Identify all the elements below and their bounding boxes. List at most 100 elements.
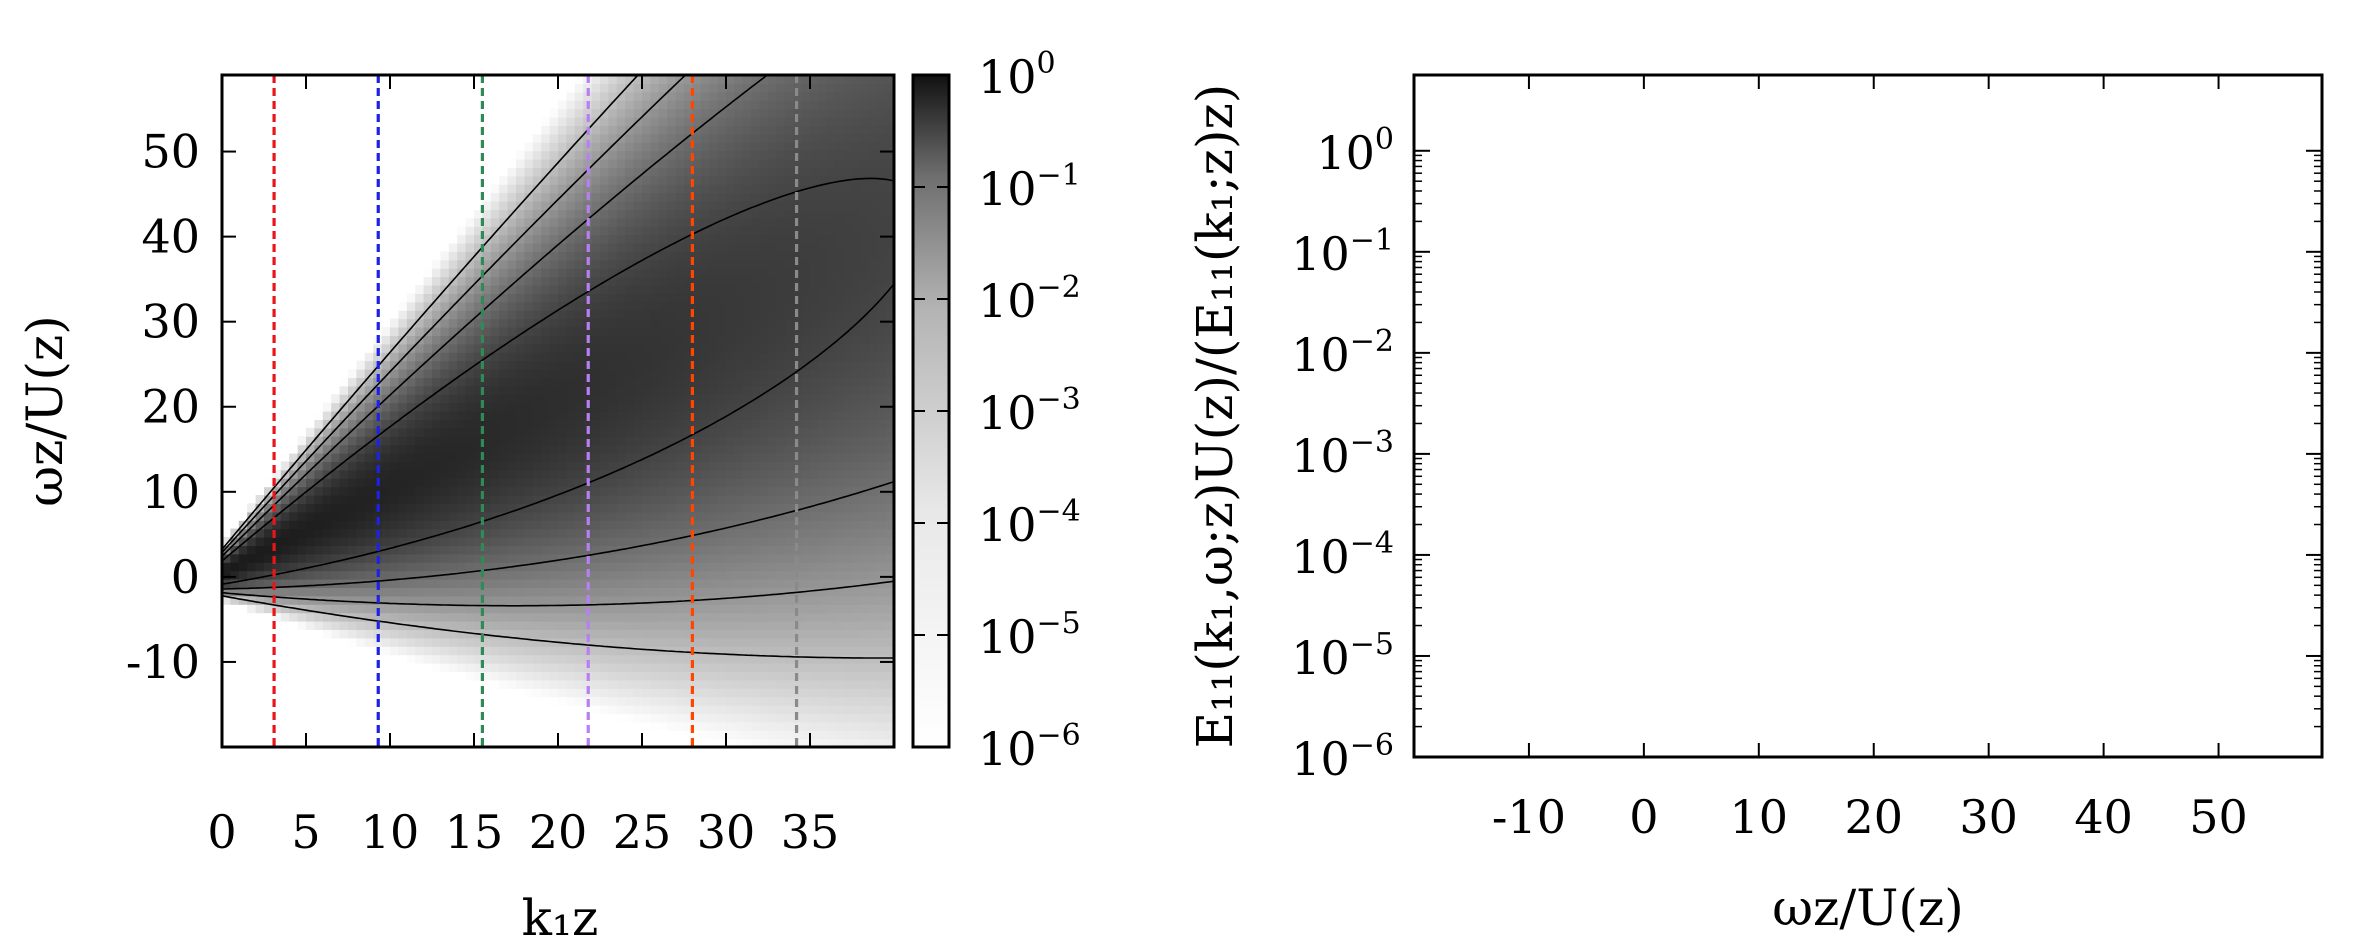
heatmap-cell (616, 318, 626, 328)
heatmap-cell (432, 478, 441, 488)
heatmap-cell (759, 167, 769, 177)
heatmap-cell (415, 285, 425, 294)
heatmap-cell (726, 268, 735, 278)
heatmap-cell (852, 419, 861, 429)
heatmap-cell (843, 461, 853, 471)
heatmap-cell (835, 142, 845, 152)
heatmap-cell (474, 461, 483, 471)
heatmap-cell (667, 663, 677, 672)
heatmap-cell (726, 293, 735, 303)
heatmap-cell (684, 520, 693, 530)
heatmap-cell (835, 293, 845, 303)
heatmap-cell (549, 276, 559, 286)
heatmap-cell (558, 545, 567, 555)
heatmap-cell (272, 562, 282, 572)
heatmap-cell (885, 436, 894, 446)
heatmap-cell (759, 579, 769, 588)
heatmap-cell (616, 83, 626, 93)
heatmap-cell (868, 511, 878, 521)
heatmap-cell (516, 671, 525, 681)
heatmap-cell (860, 192, 870, 202)
heatmap-cell (432, 511, 441, 521)
heatmap-cell (625, 579, 635, 588)
heatmap-cell (516, 495, 525, 504)
heatmap-cell (776, 133, 786, 143)
heatmap-cell (482, 285, 492, 294)
heatmap-cell (600, 394, 609, 404)
heatmap-cell (322, 612, 332, 622)
heatmap-cell (860, 646, 870, 656)
heatmap-cell (826, 427, 836, 437)
heatmap-cell (692, 318, 702, 328)
heatmap-cell (574, 587, 584, 597)
heatmap-cell (432, 369, 441, 378)
heatmap-cell (314, 444, 324, 454)
heatmap-cell (768, 75, 777, 84)
heatmap-cell (306, 520, 315, 530)
heatmap-cell (474, 663, 483, 672)
heatmap-cell (885, 108, 894, 118)
colorbar-label: 100 (978, 46, 1056, 104)
heatmap-cell (490, 629, 500, 639)
heatmap-cell (852, 377, 861, 387)
heatmap-cell (877, 301, 887, 311)
heatmap-cell (642, 100, 651, 110)
heatmap-cell (776, 604, 786, 614)
heatmap-x-axis-label: k₁z (522, 889, 599, 944)
heatmap-cell (633, 226, 643, 236)
heatmap-cell (877, 553, 887, 563)
heatmap-cell (650, 671, 660, 681)
heatmap-cell (835, 679, 845, 689)
heatmap-cell (549, 217, 559, 227)
heatmap-cell (818, 419, 828, 429)
heatmap-cell (684, 671, 693, 681)
heatmap-cell (642, 369, 651, 378)
heatmap-cell (742, 427, 752, 437)
colorbar-label-base: 10 (978, 498, 1037, 552)
heatmap-cell (768, 259, 777, 269)
heatmap-cell (709, 621, 719, 630)
heatmap-cell (457, 587, 467, 597)
heatmap-cell (852, 671, 861, 681)
heatmap-cell (826, 394, 836, 404)
heatmap-cell (272, 545, 282, 555)
heatmap-cell (801, 167, 811, 177)
heatmap-cell (482, 192, 492, 202)
heatmap-cell (549, 117, 559, 126)
heatmap-cell (835, 427, 845, 437)
heatmap-cell (885, 385, 894, 395)
heatmap-cell (742, 679, 752, 689)
heatmap-cell (574, 175, 584, 185)
heatmap-cell (717, 91, 727, 101)
heatmap-cell (474, 360, 483, 370)
heatmap-cell (381, 444, 391, 454)
heatmap-cell (776, 159, 786, 168)
heatmap-cell (835, 343, 845, 353)
heatmap-cell (364, 436, 374, 446)
heatmap-cell (860, 520, 870, 530)
heatmap-cell (868, 268, 878, 278)
heatmap-cell (784, 730, 794, 740)
heatmap-cell (650, 259, 660, 269)
heatmap-cell (574, 562, 584, 572)
heatmap-cell (860, 360, 870, 370)
heatmap-cell (768, 243, 777, 252)
heatmap-cell (532, 621, 542, 630)
heatmap-cell (709, 327, 719, 336)
heatmap-cell (566, 579, 576, 588)
heatmap-cell (591, 679, 601, 689)
heatmap-cell (482, 444, 492, 454)
heatmap-cell (826, 75, 836, 84)
heatmap-cell (625, 671, 635, 681)
heatmap-cell (616, 621, 626, 630)
heatmap-cell (558, 562, 567, 572)
heatmap-cell (642, 679, 651, 689)
heatmap-cell (751, 713, 761, 723)
heatmap-cell (726, 679, 735, 689)
heatmap-cell (751, 226, 761, 236)
heatmap-cell (852, 545, 861, 555)
heatmap-cell (734, 713, 744, 723)
heatmap-cell (373, 352, 383, 362)
heatmap-cell (868, 335, 878, 345)
heatmap-cell (658, 654, 668, 664)
